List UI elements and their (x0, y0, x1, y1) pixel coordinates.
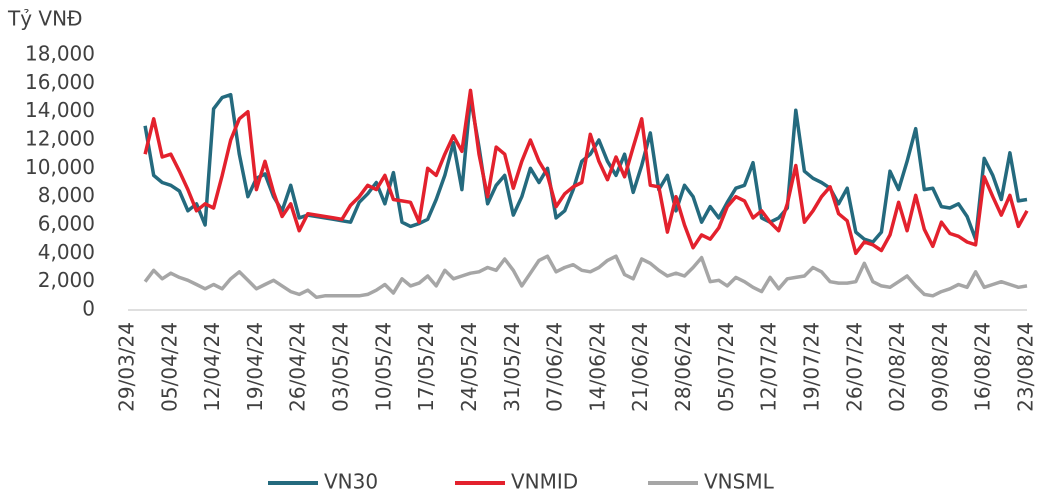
legend-label: VNMID (511, 470, 578, 494)
x-tick-label: 05/07/24 (714, 322, 738, 412)
y-tick-label: 10,000 (25, 155, 95, 179)
x-tick-label: 03/05/24 (329, 322, 353, 412)
x-tick-label: 17/05/24 (414, 322, 438, 412)
x-tick-label: 26/07/24 (842, 322, 866, 412)
x-tick-label: 14/06/24 (585, 322, 609, 412)
x-tick-label: 24/05/24 (457, 322, 481, 412)
x-tick-label: 19/04/24 (243, 322, 267, 412)
y-axis-label: Tỷ VNĐ (7, 7, 83, 31)
legend-label: VNSML (704, 470, 775, 494)
x-tick-label: 05/04/24 (157, 322, 181, 412)
legend-label: VN30 (324, 470, 378, 494)
line-series (143, 88, 1029, 256)
x-tick-label: 12/07/24 (757, 322, 781, 412)
x-tick-label: 10/05/24 (371, 322, 395, 412)
x-tick-label: 29/03/24 (115, 322, 139, 412)
x-tick-label: 28/06/24 (671, 322, 695, 412)
x-tick-label: 26/04/24 (286, 322, 310, 412)
x-tick-label: 16/08/24 (971, 322, 995, 412)
y-tick-label: 18,000 (25, 42, 95, 66)
x-tick-label: 12/04/24 (200, 322, 224, 412)
x-tick-label: 23/08/24 (1014, 322, 1038, 412)
line-series (143, 254, 1028, 300)
y-tick-label: 8,000 (38, 183, 95, 207)
y-tick-label: 14,000 (25, 98, 95, 122)
y-tick-label: 16,000 (25, 70, 95, 94)
x-tick-label: 09/08/24 (928, 322, 952, 412)
y-tick-label: 4,000 (38, 240, 95, 264)
y-tick-label: 12,000 (25, 127, 95, 151)
x-tick-label: 19/07/24 (799, 322, 823, 412)
y-tick-label: 2,000 (38, 268, 95, 292)
y-tick-label: 0 (82, 297, 95, 321)
x-tick-label: 21/06/24 (628, 322, 652, 412)
x-tick-label: 02/08/24 (885, 322, 909, 412)
x-tick-label: 31/05/24 (500, 322, 524, 412)
x-tick-label: 07/06/24 (543, 322, 567, 412)
y-tick-label: 6,000 (38, 212, 95, 236)
